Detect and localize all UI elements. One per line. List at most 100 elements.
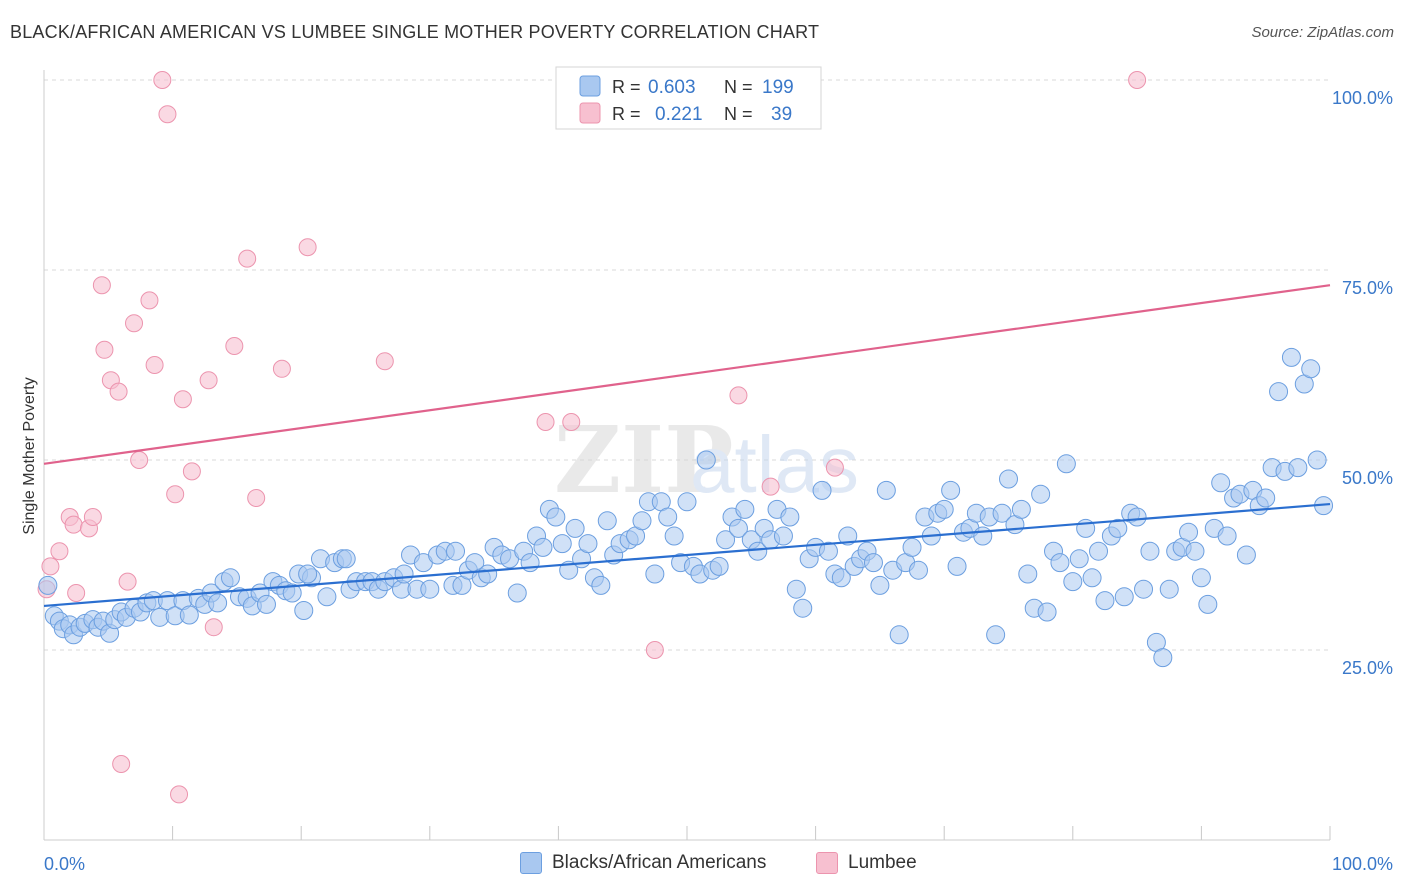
black-african-american-point bbox=[645, 564, 665, 584]
black-african-american-point bbox=[1236, 545, 1256, 565]
black-african-american-point bbox=[1281, 347, 1301, 367]
black-african-american-point bbox=[677, 492, 697, 512]
legend-swatch-blue bbox=[579, 75, 601, 97]
legend-r-label-2: R = bbox=[612, 104, 641, 124]
lumbee-point bbox=[112, 755, 131, 773]
black-african-american-point bbox=[220, 568, 240, 588]
legend-label-lumbee: Lumbee bbox=[848, 852, 917, 873]
black-african-american-point bbox=[552, 534, 572, 554]
y-tick-label-0: 25.0% bbox=[1342, 658, 1393, 678]
black-african-american-point bbox=[294, 600, 314, 620]
legend-item-lumbee: Lumbee bbox=[816, 852, 917, 874]
black-african-american-point bbox=[298, 564, 318, 584]
legend-r-value-1: 0.603 bbox=[648, 77, 696, 98]
black-african-american-point bbox=[578, 534, 598, 554]
lumbee-point bbox=[41, 557, 60, 576]
black-african-american-point bbox=[831, 568, 851, 588]
tick-labels: 25.0% 50.0% 75.0% 100.0% 0.0% 100.0% bbox=[44, 88, 1393, 874]
legend-r-label-1: R = bbox=[612, 77, 641, 97]
black-african-american-point bbox=[786, 579, 806, 599]
black-african-american-point bbox=[256, 594, 276, 614]
black-african-american-point bbox=[317, 587, 337, 607]
legend-item-blacks: Blacks/African Americans bbox=[520, 852, 766, 874]
black-african-american-point bbox=[446, 541, 466, 561]
black-african-american-point bbox=[1301, 359, 1321, 379]
lumbee-point bbox=[182, 462, 201, 481]
lumbee-point bbox=[645, 641, 664, 659]
black-african-american-point bbox=[336, 549, 356, 569]
black-african-american-point bbox=[1050, 553, 1070, 573]
lumbee-point bbox=[375, 352, 394, 371]
legend-bottom: Blacks/African Americans Lumbee bbox=[0, 852, 1406, 878]
black-african-american-point bbox=[478, 564, 498, 584]
black-african-american-point bbox=[696, 450, 716, 470]
black-african-american-point bbox=[565, 518, 585, 538]
black-african-american-point bbox=[1153, 648, 1173, 668]
black-african-american-point bbox=[1089, 541, 1109, 561]
black-african-american-point bbox=[716, 530, 736, 550]
y-tick-label-3: 100.0% bbox=[1332, 88, 1393, 108]
lumbee-point bbox=[145, 356, 164, 374]
x-tick-label-0: 0.0% bbox=[44, 854, 85, 874]
black-african-american-point bbox=[38, 575, 58, 595]
black-african-american-point bbox=[863, 553, 883, 573]
black-african-american-point bbox=[773, 526, 793, 546]
lumbee-point bbox=[95, 340, 114, 359]
lumbee-point bbox=[225, 337, 244, 355]
legend-label-blacks: Blacks/African Americans bbox=[552, 852, 767, 873]
black-african-american-point bbox=[1140, 541, 1160, 561]
lumbee-point bbox=[158, 105, 177, 124]
black-african-american-points bbox=[38, 347, 1334, 668]
black-african-american-point bbox=[1114, 587, 1134, 607]
lumbee-point bbox=[50, 542, 69, 561]
lumbee-point bbox=[298, 238, 317, 257]
black-african-american-point bbox=[1031, 484, 1051, 504]
legend-n-label-1: N = bbox=[724, 77, 753, 97]
black-african-american-point bbox=[1307, 450, 1327, 470]
lumbee-point bbox=[173, 390, 192, 409]
lumbee-point bbox=[140, 291, 159, 310]
black-african-american-point bbox=[420, 579, 440, 599]
lumbee-point bbox=[118, 572, 137, 591]
lumbee-point bbox=[130, 451, 149, 469]
source-credit: Source: ZipAtlas.com bbox=[1251, 24, 1394, 41]
lumbee-point bbox=[166, 485, 185, 504]
lumbee-point bbox=[272, 359, 291, 378]
black-african-american-point bbox=[632, 511, 652, 531]
legend-r-value-2: 0.221 bbox=[655, 104, 703, 125]
legend-swatch-pink bbox=[579, 102, 601, 124]
lumbee-point bbox=[761, 477, 780, 496]
black-african-american-point bbox=[709, 556, 729, 576]
black-african-american-point bbox=[941, 480, 961, 500]
black-african-american-point bbox=[908, 560, 928, 580]
black-african-american-point bbox=[902, 537, 922, 557]
black-african-american-point bbox=[818, 541, 838, 561]
lumbee-point bbox=[125, 314, 144, 333]
black-african-american-point bbox=[999, 469, 1018, 489]
black-african-american-point bbox=[973, 526, 993, 546]
black-african-american-point bbox=[1159, 579, 1179, 599]
black-african-american-point bbox=[1056, 454, 1076, 474]
black-african-american-point bbox=[1269, 382, 1289, 402]
black-african-american-point bbox=[1134, 579, 1154, 599]
legend-swatch-blacks bbox=[520, 852, 542, 874]
black-african-american-point bbox=[947, 556, 967, 576]
legend-n-value-1: 199 bbox=[762, 77, 794, 98]
black-african-american-point bbox=[533, 537, 553, 557]
y-tick-label-2: 75.0% bbox=[1342, 278, 1393, 298]
legend-swatch-lumbee bbox=[816, 852, 838, 874]
black-african-american-point bbox=[812, 480, 832, 500]
lumbee-point bbox=[1128, 71, 1147, 89]
trend-lines bbox=[43, 284, 1331, 608]
legend-n-label-2: N = bbox=[724, 104, 753, 124]
black-african-american-point bbox=[1095, 591, 1115, 611]
lumbee-point bbox=[825, 458, 844, 477]
black-african-american-point bbox=[870, 575, 890, 595]
black-african-american-point bbox=[1191, 568, 1211, 588]
black-african-american-point bbox=[934, 499, 954, 519]
black-african-american-point bbox=[664, 526, 684, 546]
black-african-american-point bbox=[208, 593, 228, 613]
black-african-american-point bbox=[1069, 549, 1089, 569]
black-african-american-point bbox=[1127, 507, 1147, 527]
